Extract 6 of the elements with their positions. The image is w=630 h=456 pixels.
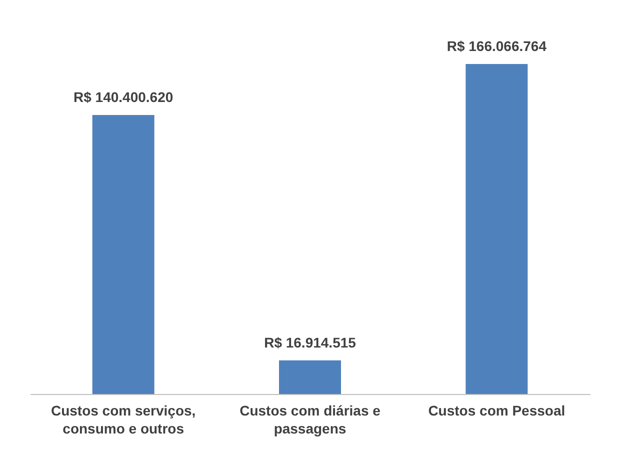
data-label: R$ 166.066.764 [446,38,547,54]
data-label: R$ 140.400.620 [74,89,174,106]
x-tick-label: Custos com Pessoal [428,402,566,418]
x-tick-label: Custos com serviços, consumo e outros [50,402,196,436]
x-tick-label: Custos com diárias e passagens [240,402,381,436]
data-label: R$ 16.914.515 [264,334,356,350]
